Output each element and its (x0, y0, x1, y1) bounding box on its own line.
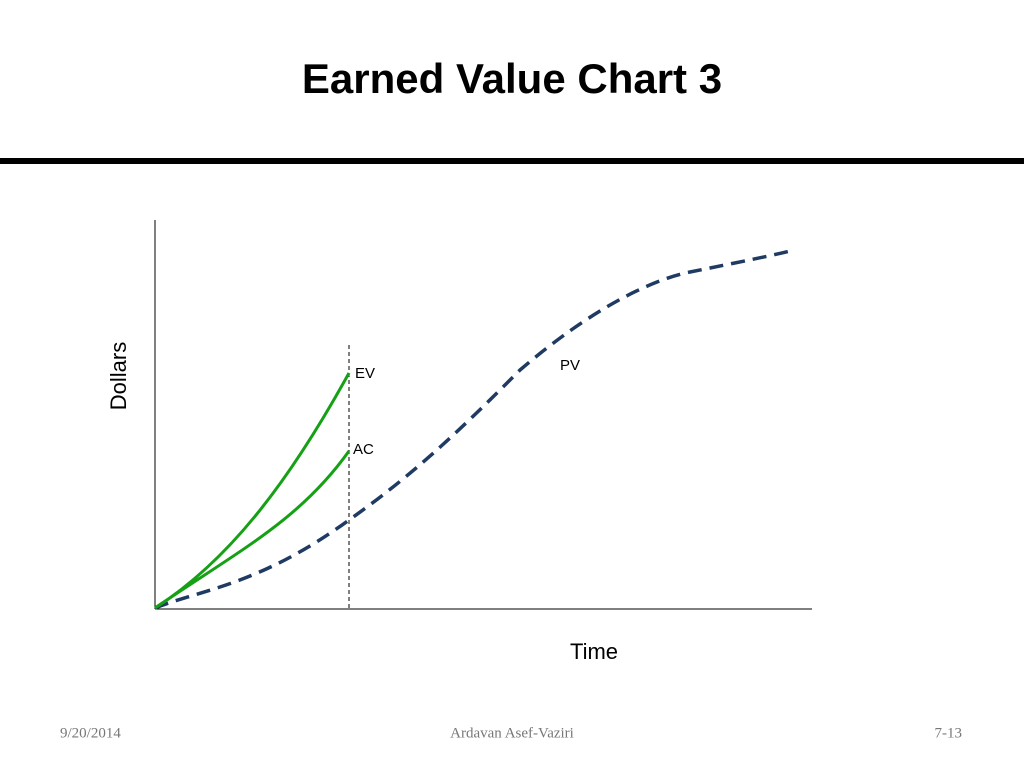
footer-author: Ardavan Asef-Vaziri (450, 725, 574, 741)
pv-curve (154, 249, 791, 610)
ac-curve (154, 450, 351, 610)
curve-label: EV (355, 365, 375, 382)
ev-curve (154, 372, 351, 610)
y-axis-label: Dollars (106, 342, 131, 410)
footer-page: 7-13 (935, 725, 963, 741)
curve-label: PV (560, 357, 580, 374)
title-rule (0, 158, 1024, 164)
x-axis-label: Time (570, 639, 618, 664)
curve-label: AC (353, 441, 374, 458)
footer-date: 9/20/2014 (60, 725, 121, 741)
slide-title: Earned Value Chart 3 (302, 55, 722, 102)
